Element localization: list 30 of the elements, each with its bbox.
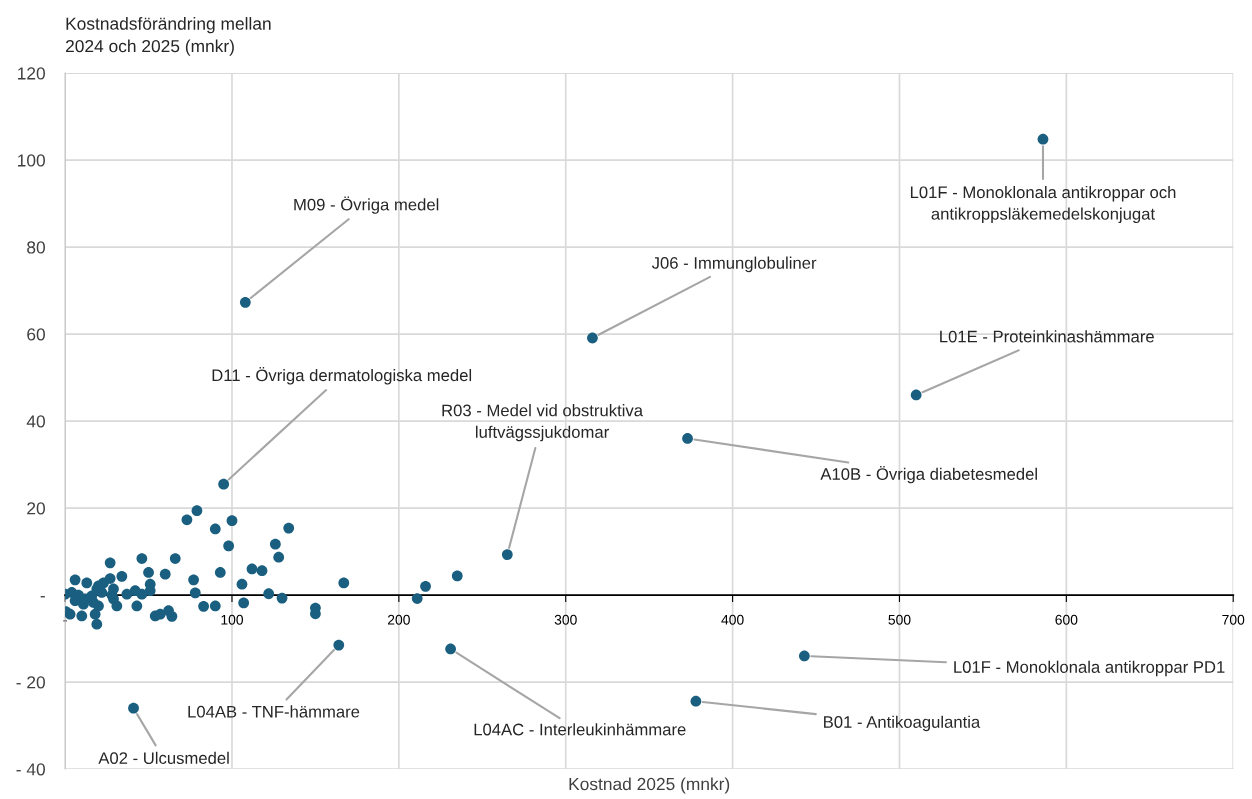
x-tick-label: 300 — [554, 614, 577, 625]
y-tick-label: 20 — [27, 502, 45, 515]
annotation: D11 - Övriga dermatologiska medel — [212, 367, 472, 385]
y-tick-label: - — [40, 596, 45, 598]
y-tick-label: 100 — [18, 154, 45, 167]
x-tick-label: 700 — [1222, 614, 1245, 625]
y-axis-title: Kostnadsförändring mellan 2024 och 2025 (mnkr) — [65, 17, 271, 56]
x-axis-title: Kostnad 2025 (mnkr) — [569, 777, 730, 794]
y-tick-label: - 20 — [16, 676, 45, 689]
annotation: M09 - Övriga medel — [294, 196, 439, 214]
annotation: J06 - Immunglobuliner — [651, 256, 817, 273]
annotation: L01F - Monoklonala antikroppar PD1 — [954, 660, 1225, 677]
x-tick-label: 200 — [387, 614, 410, 625]
annotation: A10B - Övriga diabetesmedel — [820, 465, 1037, 484]
annotation: B01 - Antikoagulantia — [824, 715, 981, 732]
x-tick-label: 100 — [221, 614, 244, 625]
annotation: L04AB - TNF-hämmare — [188, 705, 360, 718]
y-tick-label: 40 — [26, 415, 45, 428]
annotation: A02 - Ulcusmedel — [98, 751, 229, 765]
y-tick-label: 60 — [27, 328, 45, 341]
x-tick-label: 600 — [1055, 614, 1078, 625]
annotation: L01F - Monoklonala antikroppar och antikroppsläkemedelskonjugat — [910, 185, 1176, 224]
annotation: L01E - Proteinkinashämmare — [940, 330, 1154, 343]
y-tick-label: 80 — [27, 241, 45, 254]
y-tick-label: 120 — [18, 67, 45, 80]
x-tick-label: 500 — [888, 614, 911, 625]
y-tick-label: - 40 — [16, 763, 45, 776]
x-tick-label: 400 — [721, 614, 744, 625]
annotation: L04AC - Interleukinhämmare — [474, 723, 686, 736]
annotation: R03 - Medel vid obstruktiva luftvägssjukdomar — [442, 404, 644, 442]
